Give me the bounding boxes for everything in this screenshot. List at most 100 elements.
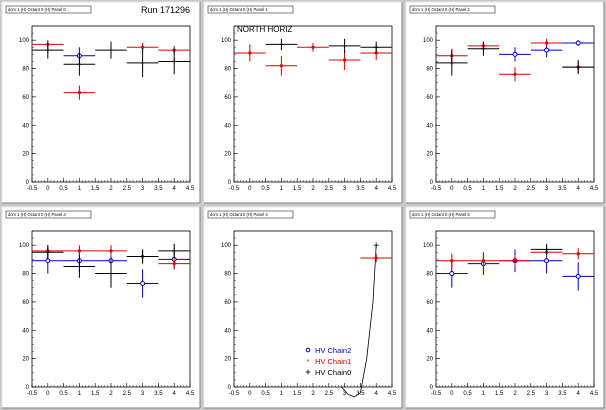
chart-title-box (5, 5, 92, 14)
marker-circle (140, 280, 146, 286)
x-tick-label: -0.5 (27, 186, 38, 192)
x-tick-label: 1 (78, 391, 82, 397)
point-chain1-0 (234, 44, 266, 62)
x-tick-label: 0 (248, 186, 252, 192)
plot-area (233, 25, 393, 183)
x-tick-label: 1.5 (293, 391, 302, 397)
point-chain1-2 (499, 67, 531, 82)
marker-star (279, 64, 283, 68)
x-tick-label: 0.5 (463, 186, 472, 192)
x-tick-label: 2 (109, 391, 113, 397)
x-tick-label: 4 (577, 391, 581, 397)
y-tick-label: 20 (426, 357, 433, 363)
marker-circle (449, 271, 455, 277)
marker-circle (544, 47, 550, 53)
y-tick-label: 80 (224, 67, 231, 73)
y-tick-label: 40 (426, 123, 433, 129)
point-chain1-2 (499, 255, 531, 267)
marker-star (374, 51, 378, 55)
y-tick-label: 0 (430, 180, 434, 186)
x-tick-label: 0 (450, 186, 454, 192)
marker-circle (512, 51, 518, 57)
x-tick-label: 3.5 (558, 391, 567, 397)
y-tick-label: 100 (19, 38, 30, 44)
x-tick-label: 4.5 (186, 391, 195, 397)
legend: HV Chain2 * HV Chain1 HV Chain0 (305, 346, 351, 377)
point-chain0-3 (126, 249, 159, 264)
run-label: Run 171296 (141, 5, 190, 15)
x-tick-label: 1.5 (495, 391, 504, 397)
point-chain0-4 (158, 243, 190, 258)
marker-star (172, 262, 176, 266)
x-tick-label: 3 (343, 391, 347, 397)
y-tick-label: 20 (22, 152, 29, 158)
x-tick-label: 1 (280, 186, 284, 192)
point-chain0-0 (436, 50, 468, 76)
marker-star (513, 72, 517, 76)
marker-star (374, 256, 378, 260)
point-chain0-0 (265, 38, 298, 51)
x-tick-label: 2 (513, 391, 517, 397)
point-chain1-3 (328, 50, 361, 70)
x-tick-label: 0 (46, 391, 50, 397)
marker-star (513, 259, 517, 263)
point-chain0-1 (328, 38, 361, 53)
marker-circle (544, 258, 550, 264)
point-chain0-0 (32, 245, 64, 260)
x-tick-label: -0.5 (27, 391, 38, 397)
x-tick-label: 4 (173, 186, 177, 192)
y-tick-label: 40 (22, 123, 29, 129)
chart-title: dcm 1 (H) Octant 0 (H) Panel 2 (412, 7, 470, 12)
marker-circle (45, 258, 51, 264)
plot-area (233, 230, 393, 388)
chart-title: dcm 1 (H) Octant 0 (H) Panel 5 (412, 212, 470, 217)
y-tick-label: 20 (224, 152, 231, 158)
y-tick-label: 80 (22, 67, 29, 73)
x-tick-label: 4.5 (186, 186, 195, 192)
y-tick-label: 0 (26, 180, 30, 186)
y-tick-label: 80 (224, 272, 231, 278)
legend-marker-star: * (307, 359, 310, 366)
x-tick-label: 2.5 (527, 391, 536, 397)
y-tick-label: 0 (430, 385, 434, 391)
marker-star (77, 249, 81, 253)
x-tick-label: 0.5 (59, 391, 68, 397)
y-tick-label: 80 (426, 67, 433, 73)
x-tick-label: 0 (46, 186, 50, 192)
x-tick-label: 1.5 (495, 186, 504, 192)
x-tick-label: -0.5 (229, 391, 240, 397)
chart-panel-3: dcm 1 (H) Octant 0 (H) Panel 3-0.5 0 0.5 1 1… (1, 206, 201, 409)
x-tick-label: 4 (577, 186, 581, 192)
x-tick-label: 1 (280, 391, 284, 397)
marker-star (450, 259, 454, 263)
point-chain1-0 (360, 253, 392, 263)
point-chain0-2 (95, 259, 127, 288)
x-tick-label: 1.5 (293, 186, 302, 192)
y-tick-label: 60 (426, 95, 433, 101)
x-tick-label: 2 (513, 186, 517, 192)
point-chain0-0 (373, 242, 379, 248)
point-chain1-1 (265, 55, 298, 76)
marker-circle (575, 273, 581, 279)
point-chain1-1 (63, 245, 96, 257)
y-tick-label: 60 (426, 300, 433, 306)
chart-title: dcm 1 (H) Octant 0 (H) Panel 1 (210, 7, 268, 12)
x-tick-label: 0.5 (261, 186, 270, 192)
marker-circle (575, 40, 581, 46)
x-tick-label: 3.5 (154, 391, 163, 397)
x-tick-label: 3.5 (558, 186, 567, 192)
y-tick-label: 40 (224, 328, 231, 334)
x-tick-label: 0.5 (59, 186, 68, 192)
y-tick-label: 60 (22, 300, 29, 306)
x-tick-label: 1 (482, 186, 486, 192)
x-tick-label: 4.5 (388, 391, 397, 397)
x-tick-label: 2.5 (325, 391, 334, 397)
x-tick-label: 2.5 (123, 391, 132, 397)
x-tick-label: 2 (311, 186, 315, 192)
y-tick-label: 40 (22, 328, 29, 334)
point-chain1-4 (158, 257, 190, 270)
point-chain1-1 (63, 85, 96, 100)
point-chain0-1 (467, 41, 500, 56)
point-chain0-1 (63, 255, 96, 278)
